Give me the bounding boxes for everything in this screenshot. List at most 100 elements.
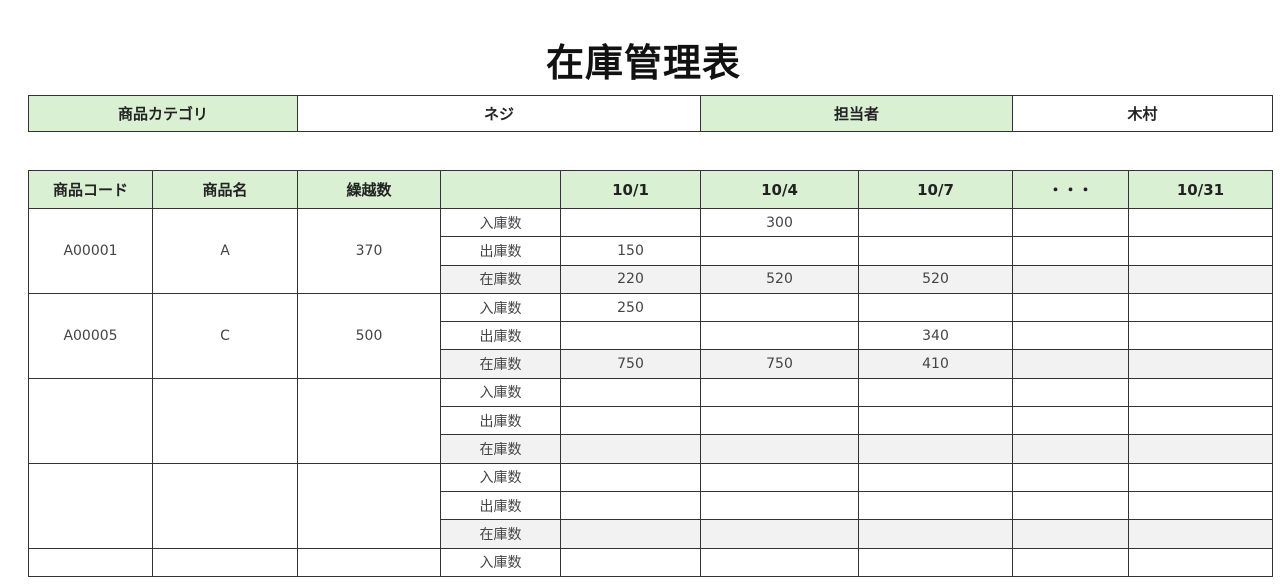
product-name-cell[interactable]: A: [152, 208, 298, 294]
quantity-cell[interactable]: [560, 434, 701, 464]
quantity-cell[interactable]: [1012, 349, 1129, 379]
quantity-cell[interactable]: [858, 490, 1013, 521]
quantity-cell[interactable]: 410: [858, 349, 1013, 379]
quantity-cell[interactable]: 750: [560, 349, 701, 379]
quantity-cell[interactable]: [1128, 321, 1273, 351]
product-code-cell[interactable]: A00001: [28, 208, 153, 294]
table-row: 出庫数: [29, 490, 1273, 521]
person-value[interactable]: 木村: [1012, 95, 1273, 132]
row-type-label: 入庫数: [440, 292, 561, 323]
quantity-cell[interactable]: [560, 519, 701, 549]
table-row: 在庫数: [29, 519, 1273, 549]
quantity-cell[interactable]: [858, 406, 1013, 436]
quantity-cell[interactable]: [560, 377, 701, 408]
column-header: ・・・: [1012, 170, 1129, 209]
row-type-label: 在庫数: [440, 349, 561, 379]
quantity-cell[interactable]: [858, 207, 1013, 238]
quantity-cell[interactable]: [1128, 264, 1273, 294]
quantity-cell[interactable]: 520: [700, 264, 859, 294]
product-name-cell[interactable]: [152, 547, 298, 577]
quantity-cell[interactable]: [1128, 349, 1273, 379]
column-header: 繰越数: [297, 170, 441, 209]
quantity-cell[interactable]: [858, 377, 1013, 408]
quantity-cell[interactable]: [1012, 462, 1129, 492]
quantity-cell[interactable]: [1128, 547, 1273, 577]
quantity-cell[interactable]: [1128, 236, 1273, 266]
quantity-cell[interactable]: [1012, 264, 1129, 294]
table-row: 入庫数: [28, 377, 1273, 464]
quantity-cell[interactable]: [1012, 519, 1129, 549]
quantity-cell[interactable]: [1012, 207, 1129, 238]
quantity-cell[interactable]: 340: [858, 321, 1013, 351]
quantity-cell[interactable]: [1012, 406, 1129, 436]
quantity-cell[interactable]: 250: [560, 292, 701, 323]
quantity-cell[interactable]: [1012, 490, 1129, 521]
quantity-cell[interactable]: [1012, 292, 1129, 323]
quantity-cell[interactable]: [560, 490, 701, 521]
table-row: A00005 C 500 入庫数 250: [28, 292, 1273, 379]
row-type-label: 入庫数: [440, 462, 561, 492]
product-name-cell[interactable]: C: [152, 292, 298, 379]
quantity-cell[interactable]: [1012, 547, 1129, 577]
quantity-cell[interactable]: [1012, 321, 1129, 351]
quantity-cell[interactable]: 220: [560, 264, 701, 294]
table-row: 出庫数 340: [29, 321, 1273, 351]
quantity-cell[interactable]: [700, 434, 859, 464]
quantity-cell[interactable]: [858, 292, 1013, 323]
quantity-cell[interactable]: [858, 519, 1013, 549]
product-name-cell[interactable]: [152, 462, 298, 549]
row-type-label: 出庫数: [440, 490, 561, 521]
quantity-cell[interactable]: [700, 292, 859, 323]
column-header: 商品コード: [28, 170, 153, 209]
quantity-cell[interactable]: [700, 321, 859, 351]
quantity-cell[interactable]: [1128, 207, 1273, 238]
quantity-cell[interactable]: [700, 377, 859, 408]
quantity-cell[interactable]: [1128, 434, 1273, 464]
page-title: 在庫管理表: [545, 41, 741, 85]
carry-over-cell[interactable]: [297, 547, 441, 577]
column-header: 10/1: [560, 170, 701, 209]
product-code-cell[interactable]: [28, 377, 153, 464]
quantity-cell[interactable]: [858, 434, 1013, 464]
table-row: A00001 A 370 入庫数 300: [28, 207, 1273, 294]
category-value[interactable]: ネジ: [297, 95, 701, 132]
quantity-cell[interactable]: [560, 406, 701, 436]
quantity-cell[interactable]: [858, 236, 1013, 266]
quantity-cell[interactable]: [700, 547, 859, 577]
quantity-cell[interactable]: [1128, 292, 1273, 323]
quantity-cell[interactable]: [700, 462, 859, 492]
carry-over-cell[interactable]: 500: [297, 292, 441, 379]
quantity-cell[interactable]: [560, 321, 701, 351]
quantity-cell[interactable]: [1128, 462, 1273, 492]
carry-over-cell[interactable]: 370: [297, 208, 441, 294]
quantity-cell[interactable]: [1128, 490, 1273, 521]
product-code-cell[interactable]: [28, 462, 153, 549]
quantity-cell[interactable]: [1012, 236, 1129, 266]
quantity-cell[interactable]: [560, 207, 701, 238]
quantity-cell[interactable]: [700, 490, 859, 521]
quantity-cell[interactable]: 300: [700, 207, 859, 238]
quantity-cell[interactable]: [700, 519, 859, 549]
quantity-cell[interactable]: 520: [858, 264, 1013, 294]
quantity-cell[interactable]: [1128, 406, 1273, 436]
quantity-cell[interactable]: [560, 547, 701, 577]
product-code-cell[interactable]: [28, 547, 153, 577]
quantity-cell[interactable]: 750: [700, 349, 859, 379]
quantity-cell[interactable]: [1012, 434, 1129, 464]
product-name-cell[interactable]: [152, 377, 298, 464]
quantity-cell[interactable]: [1128, 377, 1273, 408]
carry-over-cell[interactable]: [297, 377, 441, 464]
quantity-cell[interactable]: [858, 547, 1013, 577]
table-row: 出庫数: [29, 406, 1273, 436]
row-type-label: 在庫数: [440, 519, 561, 549]
quantity-cell[interactable]: [1128, 519, 1273, 549]
product-code-cell[interactable]: A00005: [28, 292, 153, 379]
quantity-cell[interactable]: [700, 406, 859, 436]
quantity-cell[interactable]: [1012, 377, 1129, 408]
carry-over-cell[interactable]: [297, 462, 441, 549]
quantity-cell[interactable]: 150: [560, 236, 701, 266]
quantity-cell[interactable]: [858, 462, 1013, 492]
table-row: 在庫数 750 750 410: [29, 349, 1273, 379]
quantity-cell[interactable]: [700, 236, 859, 266]
quantity-cell[interactable]: [560, 462, 701, 492]
